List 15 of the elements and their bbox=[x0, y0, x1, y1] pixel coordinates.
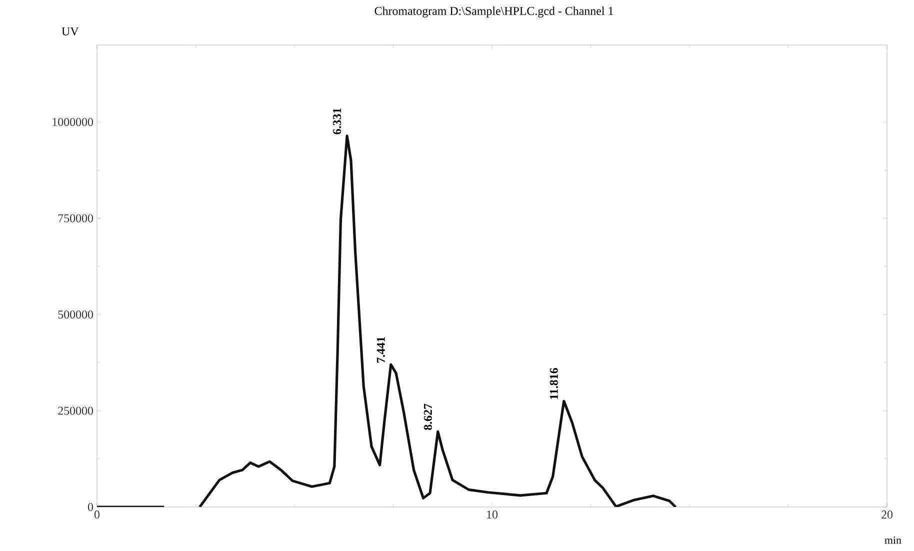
x-tick-label: 20 bbox=[882, 510, 893, 519]
y-tick-label: 750000 bbox=[58, 214, 94, 222]
y-axis-title: UV bbox=[62, 27, 79, 36]
y-tick-label: 0 bbox=[88, 502, 94, 512]
x-tick-label: 0 bbox=[94, 510, 100, 519]
annotation: 11.816 bbox=[550, 368, 558, 399]
y-tick-label: 1000000 bbox=[52, 118, 94, 126]
annotation: 8.627 bbox=[424, 404, 432, 430]
y-tick-label: 250000 bbox=[58, 406, 94, 415]
annotation: 6.331 bbox=[333, 108, 342, 134]
x-tick-label: 10 bbox=[487, 510, 498, 519]
annotation: 7.441 bbox=[376, 337, 385, 363]
y-tick-label: 500000 bbox=[58, 310, 94, 319]
x-axis-title: min bbox=[884, 536, 902, 544]
chart-title: Chromatogram D:\Sample\HPLC.gcd - Channel 1 bbox=[374, 6, 614, 18]
